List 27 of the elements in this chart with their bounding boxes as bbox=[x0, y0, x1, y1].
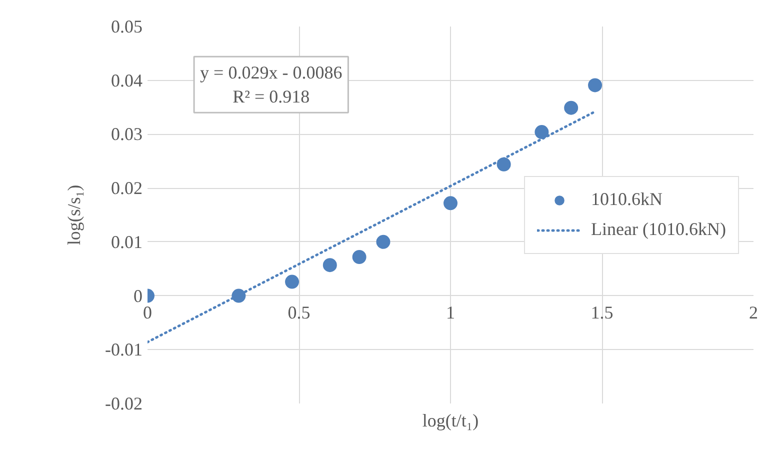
x-tick-label: 1.5 bbox=[590, 302, 614, 322]
y-tick-label: 0.05 bbox=[111, 16, 142, 36]
point bbox=[588, 78, 602, 92]
y-tick-label: 0 bbox=[134, 286, 142, 306]
y-axis-title: log(s/s₁) bbox=[64, 184, 84, 246]
y-tick-label: -0.02 bbox=[105, 394, 143, 414]
point bbox=[322, 258, 337, 272]
x-tick-label: 0.5 bbox=[288, 302, 310, 322]
y-tick-label: 0.02 bbox=[111, 178, 142, 198]
y-tick-label: 0.03 bbox=[111, 124, 142, 144]
point bbox=[564, 100, 578, 115]
x-axis-title: log(t/t₁) bbox=[422, 410, 479, 430]
x-tick-label: 1 bbox=[446, 302, 455, 322]
annotation: R² = 0.918 bbox=[232, 86, 310, 107]
legend-label: Linear (1010.6kN) bbox=[591, 219, 726, 240]
y-tick-label: 0.01 bbox=[111, 232, 142, 252]
legend-label: 1010.6kN bbox=[591, 189, 663, 210]
x-tick-label: 2 bbox=[749, 302, 758, 322]
point bbox=[496, 157, 511, 172]
point bbox=[534, 125, 549, 140]
annotation: y = 0.029x - 0.0086 bbox=[200, 62, 342, 83]
point bbox=[285, 274, 300, 289]
point bbox=[352, 250, 366, 264]
y-tick-label: 0.04 bbox=[111, 70, 142, 90]
point bbox=[376, 234, 390, 249]
y-tick-label: -0.01 bbox=[105, 340, 143, 360]
point bbox=[444, 196, 458, 210]
